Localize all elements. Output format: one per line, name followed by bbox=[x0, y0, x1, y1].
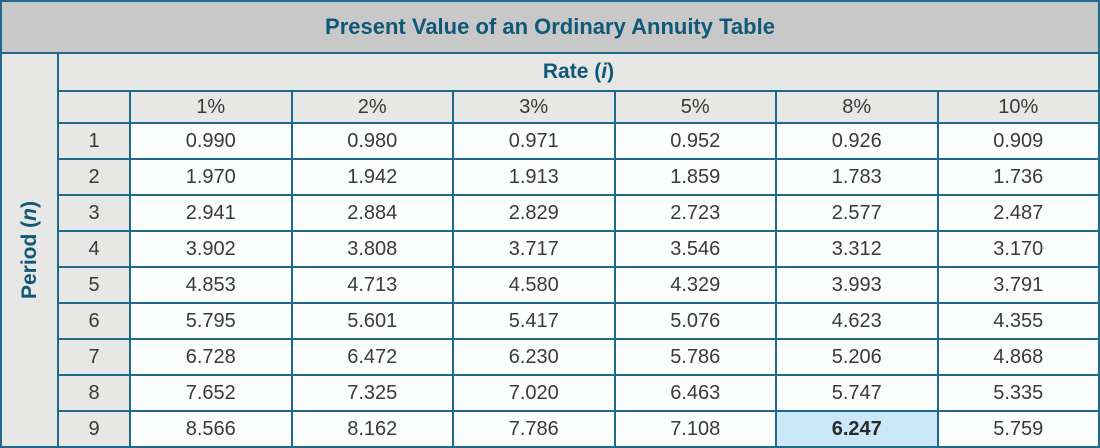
rate-column-header-1pct: 1% bbox=[129, 90, 293, 124]
title-row: Present Value of an Ordinary Annuity Tab… bbox=[0, 0, 1100, 54]
pv-factor-cell: 7.108 bbox=[613, 410, 777, 448]
table-row: 7 6.728 6.472 6.230 5.786 5.206 4.868 bbox=[1, 338, 1100, 376]
pv-factor-cell: 3.170 bbox=[936, 230, 1100, 268]
table-row: 1 0.990 0.980 0.971 0.952 0.926 0.909 bbox=[1, 122, 1100, 160]
pv-factor-cell: 5.795 bbox=[129, 302, 293, 340]
table-row: 8 7.652 7.325 7.020 6.463 5.747 5.335 bbox=[1, 374, 1100, 412]
column-header-row: 1% 2% 3% 5% 8% 10% bbox=[1, 90, 1100, 124]
pv-factor-cell: 0.926 bbox=[775, 122, 939, 160]
period-number: 9 bbox=[57, 410, 131, 448]
period-number: 8 bbox=[57, 374, 131, 412]
pv-factor-cell: 1.736 bbox=[936, 158, 1100, 196]
pv-factor-cell: 0.990 bbox=[129, 122, 293, 160]
pv-factor-cell: 1.913 bbox=[452, 158, 616, 196]
pv-factor-cell: 0.952 bbox=[613, 122, 777, 160]
pv-factor-cell: 2.577 bbox=[775, 194, 939, 232]
pv-factor-cell: 1.942 bbox=[290, 158, 454, 196]
pv-factor-cell: 5.206 bbox=[775, 338, 939, 376]
pv-factor-cell: 4.329 bbox=[613, 266, 777, 304]
table-row: 4 3.902 3.808 3.717 3.546 3.312 3.170 bbox=[1, 230, 1100, 268]
pv-factor-cell: 8.566 bbox=[129, 410, 293, 448]
table-row: 6 5.795 5.601 5.417 5.076 4.623 4.355 bbox=[1, 302, 1100, 340]
pv-factor-cell: 5.747 bbox=[775, 374, 939, 412]
pv-factor-cell: 3.546 bbox=[613, 230, 777, 268]
pv-factor-cell: 0.971 bbox=[452, 122, 616, 160]
pv-factor-cell: 6.230 bbox=[452, 338, 616, 376]
rate-header-row: Period (n) Rate (i) bbox=[0, 52, 1100, 448]
pv-factor-cell: 4.853 bbox=[129, 266, 293, 304]
pv-factor-cell: 1.783 bbox=[775, 158, 939, 196]
pv-factor-cell: 1.970 bbox=[129, 158, 293, 196]
pv-factor-cell: 6.728 bbox=[129, 338, 293, 376]
pv-factor-cell: 3.791 bbox=[936, 266, 1100, 304]
pv-factor-cell: 3.993 bbox=[775, 266, 939, 304]
pv-factor-cell: 4.623 bbox=[775, 302, 939, 340]
period-number: 7 bbox=[57, 338, 131, 376]
pv-factor-cell: 5.601 bbox=[290, 302, 454, 340]
pv-factor-cell: 5.417 bbox=[452, 302, 616, 340]
pv-factor-cell: 8.162 bbox=[290, 410, 454, 448]
period-number: 6 bbox=[57, 302, 131, 340]
pv-factor-cell: 4.580 bbox=[452, 266, 616, 304]
period-number: 3 bbox=[57, 194, 131, 232]
table-row: 5 4.853 4.713 4.580 4.329 3.993 3.791 bbox=[1, 266, 1100, 304]
rate-column-header-5pct: 5% bbox=[613, 90, 777, 124]
period-number: 1 bbox=[57, 122, 131, 160]
pv-factor-cell: 4.713 bbox=[290, 266, 454, 304]
pv-factor-cell: 0.909 bbox=[936, 122, 1100, 160]
period-number: 5 bbox=[57, 266, 131, 304]
period-number: 2 bbox=[57, 158, 131, 196]
rate-column-header-8pct: 8% bbox=[775, 90, 939, 124]
pv-factor-cell: 6.463 bbox=[613, 374, 777, 412]
table-row: 9 8.566 8.162 7.786 7.108 6.247 5.759 bbox=[1, 410, 1100, 448]
pv-factor-cell: 7.786 bbox=[452, 410, 616, 448]
pv-factor-cell: 2.723 bbox=[613, 194, 777, 232]
period-axis-label-text: Period (n) bbox=[17, 200, 41, 300]
pv-factor-cell: 1.859 bbox=[613, 158, 777, 196]
rate-column-header-2pct: 2% bbox=[290, 90, 454, 124]
pv-factor-cell: 3.902 bbox=[129, 230, 293, 268]
pv-factor-cell: 3.717 bbox=[452, 230, 616, 268]
rate-column-header-10pct: 10% bbox=[936, 90, 1100, 124]
rate-axis-label: Rate (i) bbox=[57, 52, 1100, 92]
pv-factor-cell: 7.325 bbox=[290, 374, 454, 412]
corner-cell bbox=[57, 90, 131, 124]
pv-factor-cell: 4.868 bbox=[936, 338, 1100, 376]
pv-factor-cell: 2.884 bbox=[290, 194, 454, 232]
period-number: 4 bbox=[57, 230, 131, 268]
rate-column-header-3pct: 3% bbox=[452, 90, 616, 124]
pv-factor-cell: 2.487 bbox=[936, 194, 1100, 232]
pv-factor-cell: 5.076 bbox=[613, 302, 777, 340]
pv-factor-cell: 2.941 bbox=[129, 194, 293, 232]
pv-factor-cell: 6.472 bbox=[290, 338, 454, 376]
pv-factor-cell: 4.355 bbox=[936, 302, 1100, 340]
pv-factor-cell: 3.808 bbox=[290, 230, 454, 268]
pv-factor-cell: 3.312 bbox=[775, 230, 939, 268]
pv-factor-cell: 7.020 bbox=[452, 374, 616, 412]
pv-factor-cell: 0.980 bbox=[290, 122, 454, 160]
period-axis-label: Period (n) bbox=[0, 52, 59, 448]
pv-factor-cell: 5.786 bbox=[613, 338, 777, 376]
table-title: Present Value of an Ordinary Annuity Tab… bbox=[0, 0, 1100, 54]
pv-factor-cell: 2.829 bbox=[452, 194, 616, 232]
pv-factor-cell: 5.759 bbox=[936, 410, 1100, 448]
pv-factor-cell: 5.335 bbox=[936, 374, 1100, 412]
table-row: 2 1.970 1.942 1.913 1.859 1.783 1.736 bbox=[1, 158, 1100, 196]
pv-factor-cell: 7.652 bbox=[129, 374, 293, 412]
highlighted-pv-factor-cell: 6.247 bbox=[775, 410, 939, 448]
table-row: 3 2.941 2.884 2.829 2.723 2.577 2.487 bbox=[1, 194, 1100, 232]
